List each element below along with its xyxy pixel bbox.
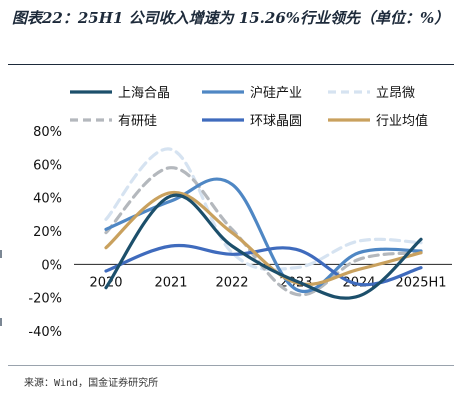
footer-divider <box>8 365 454 366</box>
y-tick-label: 60% <box>33 158 62 173</box>
figure-title: 图表22：25H1 公司收入增速为 15.26%行业领先（单位：%） <box>12 9 450 27</box>
y-tick-label: 40% <box>33 192 62 207</box>
y-tick-label: 0% <box>41 258 62 273</box>
series-line <box>104 166 423 297</box>
series-line <box>104 177 423 294</box>
series-lines <box>104 147 423 300</box>
source-note: 来源：Wind，国金证券研究所 <box>24 378 159 389</box>
y-tick-label: -40% <box>28 325 62 340</box>
x-tick-label: 2025H1 <box>395 275 446 290</box>
y-tick-label: -20% <box>28 292 62 307</box>
series-line <box>104 147 423 272</box>
series-line <box>104 191 423 286</box>
series-line <box>104 243 423 287</box>
x-tick-label: 2020 <box>89 275 122 290</box>
y-axis: -40% -20% 0% 20% 40% 60% 80% <box>28 125 62 340</box>
x-axis: 2020 2021 2022 2023 2024 2025H1 <box>89 275 446 290</box>
legend-label: 有研硅 <box>118 114 157 129</box>
legend-label: 上海合晶 <box>118 86 170 101</box>
title-divider <box>8 64 454 65</box>
series-line <box>104 193 423 300</box>
edge-marker <box>0 318 2 326</box>
legend-label: 立昂微 <box>376 86 415 101</box>
x-tick-label: 2021 <box>154 275 187 290</box>
y-tick-label: 20% <box>33 225 62 240</box>
legend-label: 沪硅产业 <box>250 85 302 101</box>
legend-label: 行业均值 <box>376 113 428 129</box>
x-tick-label: 2022 <box>215 275 248 290</box>
edge-marker <box>0 250 2 258</box>
y-tick-label: 80% <box>33 125 62 140</box>
legend-label: 环球晶圆 <box>250 114 302 129</box>
